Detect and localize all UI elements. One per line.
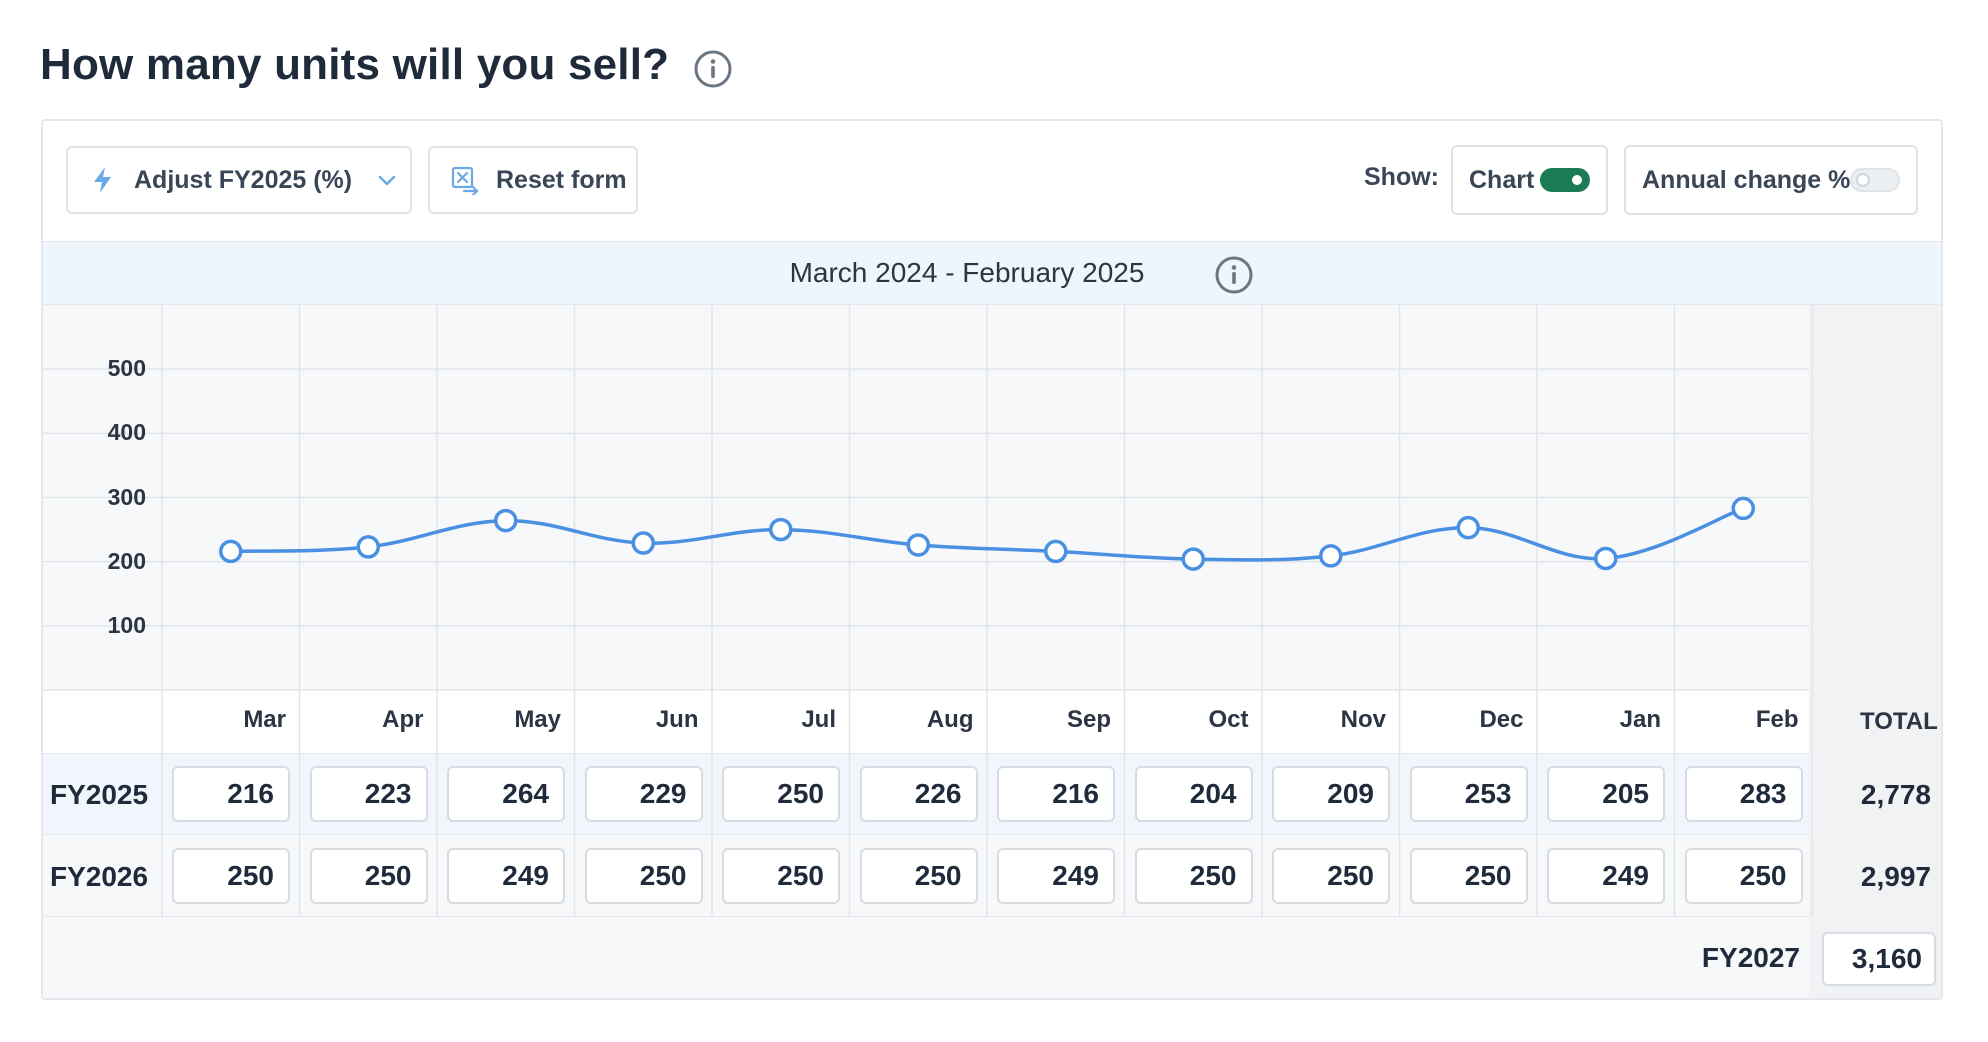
month-value-input[interactable] <box>1684 848 1803 904</box>
y-tick-label: 500 <box>107 355 146 382</box>
month-value-input[interactable] <box>309 766 428 822</box>
total-header: TOTAL <box>1860 708 1938 735</box>
row-label: FY2026 <box>50 861 149 892</box>
info-icon[interactable] <box>1214 255 1254 295</box>
chevron-down-icon <box>376 169 398 191</box>
month-value-input[interactable] <box>1547 766 1665 822</box>
row-total: 2,778 <box>1860 779 1931 810</box>
reset-form-button[interactable]: Reset form <box>428 146 638 214</box>
fy2027-total-input[interactable] <box>1822 932 1936 986</box>
y-tick-label: 300 <box>107 483 146 510</box>
page-title: How many units will you sell? <box>40 40 670 89</box>
annual-change-toggle[interactable]: Annual change % <box>1624 145 1918 215</box>
table-row <box>43 917 1809 998</box>
month-header: Nov <box>1340 706 1386 733</box>
month-header: Apr <box>382 706 424 733</box>
month-value-input[interactable] <box>172 848 290 904</box>
month-header: Mar <box>243 706 286 733</box>
month-value-input[interactable] <box>1272 766 1390 822</box>
month-value-input[interactable] <box>722 766 840 822</box>
month-value-input[interactable] <box>309 848 428 904</box>
month-header: Jun <box>655 706 699 733</box>
reset-label: Reset form <box>496 165 627 194</box>
month-value-input[interactable] <box>859 848 978 904</box>
month-value-input[interactable] <box>447 848 565 904</box>
y-tick-label: 200 <box>107 547 146 574</box>
y-tick-label: 100 <box>107 611 146 638</box>
month-value-input[interactable] <box>584 848 703 904</box>
chart-switch[interactable] <box>1540 168 1590 192</box>
month-header: Oct <box>1208 706 1249 733</box>
month-value-input[interactable] <box>997 848 1115 904</box>
reset-icon <box>450 165 480 195</box>
month-value-input[interactable] <box>584 766 703 822</box>
month-value-input[interactable] <box>1134 848 1253 904</box>
month-value-input[interactable] <box>1134 766 1253 822</box>
month-value-input[interactable] <box>1684 766 1803 822</box>
month-header: Aug <box>926 706 974 733</box>
month-value-input[interactable] <box>722 848 840 904</box>
annual-change-switch[interactable] <box>1850 168 1900 192</box>
row-total: 2,997 <box>1860 861 1931 892</box>
period-label: March 2024 - February 2025 <box>789 257 1145 288</box>
month-header: Sep <box>1066 706 1111 733</box>
period-header: March 2024 - February 2025 <box>43 241 1941 305</box>
chart-toggle[interactable]: Chart <box>1451 145 1608 215</box>
month-header: Jan <box>1619 706 1661 733</box>
total-column <box>1809 305 1941 998</box>
month-header: Feb <box>1755 706 1799 733</box>
info-icon[interactable] <box>693 49 733 89</box>
row-label: FY2025 <box>50 779 149 810</box>
month-header: Jul <box>801 706 836 733</box>
adjust-label: Adjust FY2025 (%) <box>134 165 353 194</box>
month-value-input[interactable] <box>997 766 1115 822</box>
lightning-icon <box>88 165 118 195</box>
annual-toggle-label: Annual change % <box>1642 165 1851 194</box>
month-value-input[interactable] <box>1409 766 1528 822</box>
month-value-input[interactable] <box>1547 848 1665 904</box>
month-header: Dec <box>1479 706 1524 733</box>
month-header: May <box>514 706 561 733</box>
month-value-input[interactable] <box>1409 848 1528 904</box>
show-label: Show: <box>1364 163 1439 191</box>
chart-area <box>43 305 1941 690</box>
month-value-input[interactable] <box>1272 848 1390 904</box>
fy2027-label: FY2027 <box>1701 942 1800 973</box>
month-value-input[interactable] <box>172 766 290 822</box>
chart-toggle-label: Chart <box>1469 165 1535 194</box>
y-tick-label: 400 <box>107 419 146 446</box>
adjust-fy2025-dropdown[interactable]: Adjust FY2025 (%) <box>66 146 412 214</box>
month-value-input[interactable] <box>859 766 978 822</box>
month-value-input[interactable] <box>447 766 565 822</box>
